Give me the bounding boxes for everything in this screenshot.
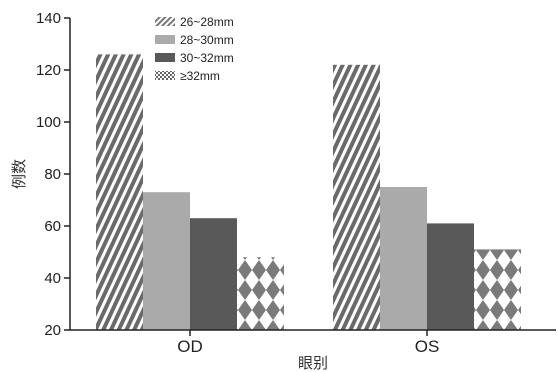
y-tick-label: 120	[36, 62, 61, 79]
x-categories: OD OS	[177, 330, 439, 356]
legend-label: 30~32mm	[180, 51, 234, 65]
bar-od-series-4	[237, 257, 284, 330]
bar-os-series-1	[333, 64, 380, 331]
y-ticks: 20 40 60 80 100 120 140	[36, 10, 70, 339]
bar-os-series-2	[380, 187, 427, 330]
x-category-label: OD	[177, 337, 203, 356]
bars-layer	[96, 54, 521, 331]
bar-od-series-1	[96, 54, 143, 331]
legend-label: 28~30mm	[180, 33, 234, 47]
y-tick-label: 60	[44, 218, 61, 235]
y-tick-label: 100	[36, 114, 61, 131]
legend-swatch	[155, 17, 175, 26]
legend-label: ≥32mm	[180, 69, 220, 83]
y-tick-label: 80	[44, 166, 61, 183]
legend-swatch	[155, 53, 175, 62]
legend-label: 26~28mm	[180, 15, 234, 29]
legend: 26~28mm 28~30mm 30~32mm ≥32mm	[155, 15, 234, 83]
y-tick-label: 20	[44, 322, 61, 339]
legend-swatch	[155, 71, 175, 80]
bar-os-series-4	[474, 249, 521, 330]
x-axis-title: 眼别	[298, 355, 328, 372]
bar-od-series-3	[190, 218, 237, 330]
x-category-label: OS	[415, 337, 440, 356]
y-tick-label: 140	[36, 10, 61, 27]
y-tick-label: 40	[44, 270, 61, 287]
bar-od-series-2	[143, 192, 190, 330]
legend-swatch	[155, 35, 175, 44]
y-axis-title: 例数	[11, 159, 28, 189]
bar-os-series-3	[427, 223, 474, 330]
